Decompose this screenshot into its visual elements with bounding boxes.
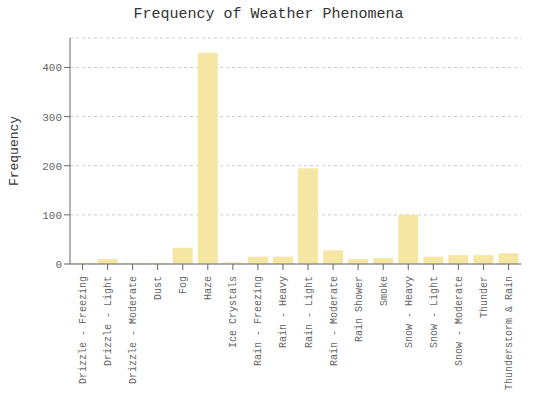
svg-text:Snow - Heavy: Snow - Heavy <box>404 276 415 348</box>
svg-text:100: 100 <box>42 210 62 222</box>
svg-text:Rain - Moderate: Rain - Moderate <box>329 276 340 366</box>
svg-text:Thunderstorm & Rain: Thunderstorm & Rain <box>504 276 515 390</box>
svg-text:Thunder: Thunder <box>479 276 490 318</box>
svg-text:Frequency: Frequency <box>8 116 22 186</box>
svg-text:Snow - Light: Snow - Light <box>429 276 440 348</box>
svg-text:Dust: Dust <box>153 276 164 300</box>
svg-text:Haze: Haze <box>203 276 214 300</box>
svg-text:Rain - Light: Rain - Light <box>304 276 315 348</box>
svg-text:Rain Shower: Rain Shower <box>354 276 365 342</box>
svg-text:400: 400 <box>42 62 62 74</box>
svg-text:Snow - Moderate: Snow - Moderate <box>454 276 465 366</box>
svg-text:300: 300 <box>42 112 62 124</box>
svg-text:Rain - Freezing: Rain - Freezing <box>253 276 264 366</box>
html-text:Frequency of Weather Phenomena: Frequency of Weather Phenomena <box>133 6 404 23</box>
svg-text:Drizzle - Light: Drizzle - Light <box>103 276 114 366</box>
svg-text:Drizzle - Moderate: Drizzle - Moderate <box>128 276 139 384</box>
svg-text:Drizzle - Freezing: Drizzle - Freezing <box>78 276 89 384</box>
svg-text:0: 0 <box>55 259 62 271</box>
svg-text:Smoke: Smoke <box>379 276 390 306</box>
svg-text:Rain - Heavy: Rain - Heavy <box>278 276 289 348</box>
svg-text:Ice Crystals: Ice Crystals <box>228 276 239 348</box>
svg-text:200: 200 <box>42 161 62 173</box>
svg-text:Fog: Fog <box>178 276 189 294</box>
